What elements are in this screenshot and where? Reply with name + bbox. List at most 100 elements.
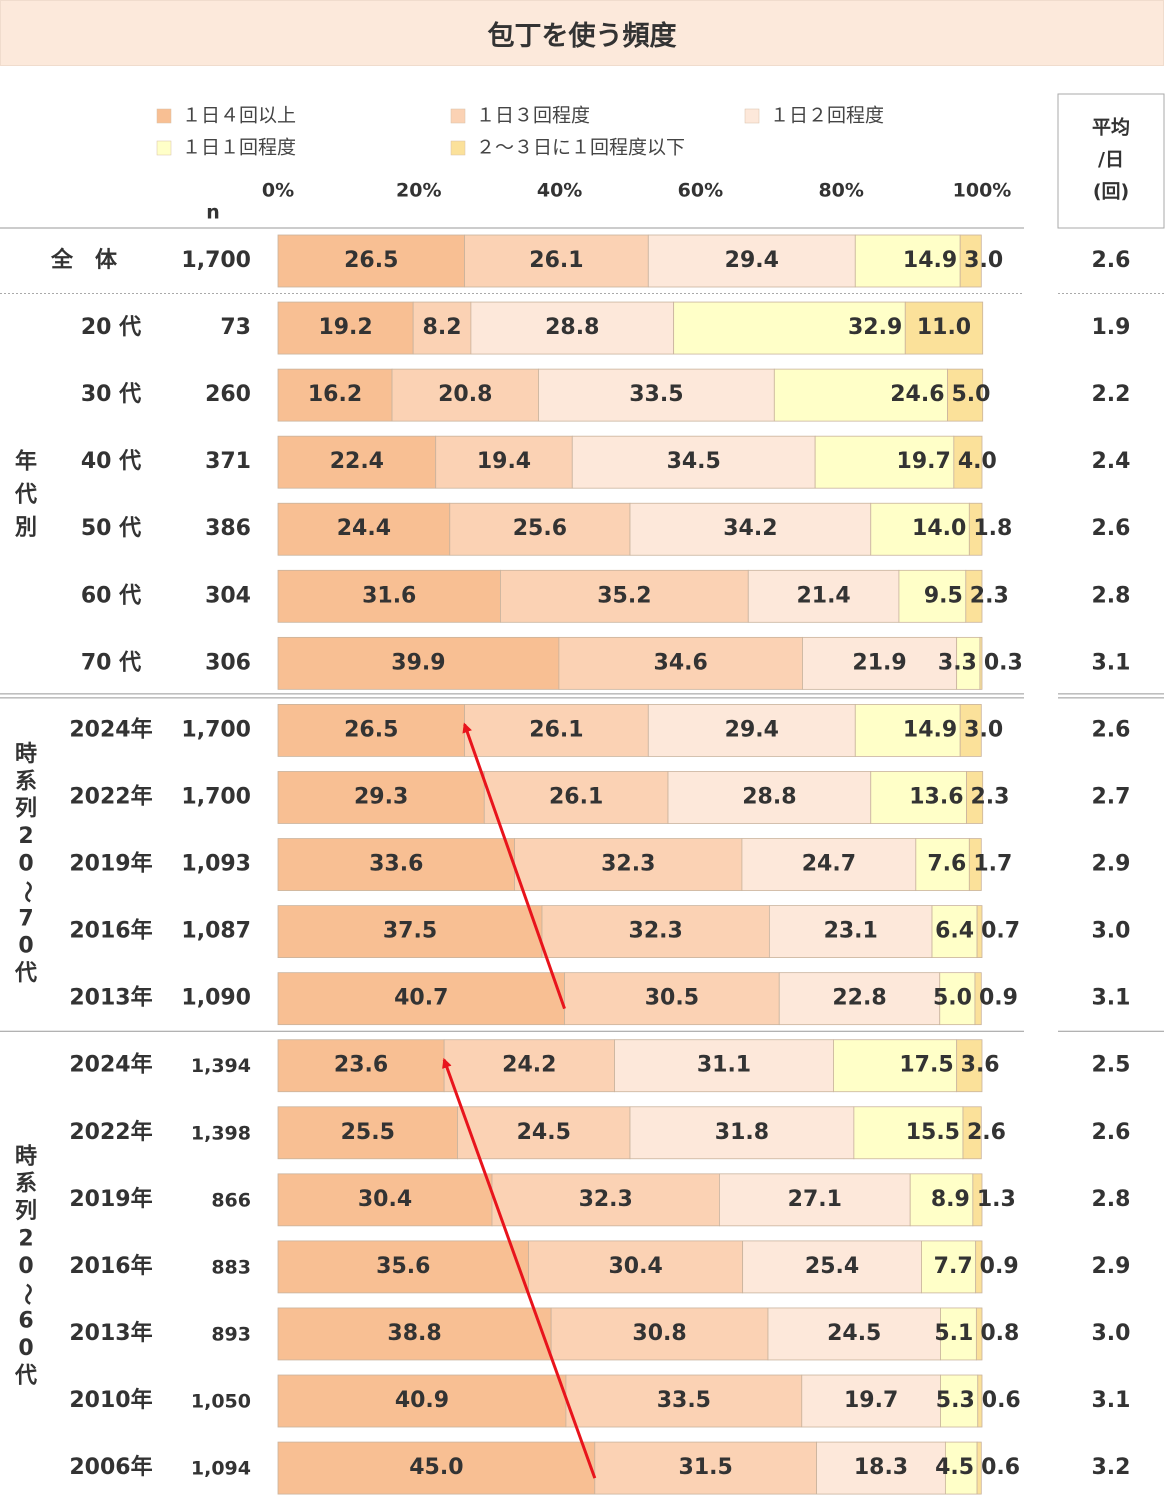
- legend-swatch: [744, 108, 760, 124]
- legend-label: １日４回以上: [182, 105, 296, 127]
- bar-segment: [778, 972, 941, 1026]
- bar-value-label: 26.5: [344, 248, 398, 273]
- chart-row: 2016年 883 35.6 30.4 25.4 7.7 0.9 2.9: [69, 1240, 1130, 1294]
- bar-value-label: 20.8: [438, 382, 492, 407]
- row-label: 2016年: [69, 1253, 152, 1279]
- bar-segment: [870, 502, 970, 556]
- legend-swatch: [450, 140, 466, 156]
- chart-row: 2022年 1,700 29.3 26.1 28.8 13.6 2.3 2.7: [69, 771, 1130, 824]
- row-label: 30 代: [81, 382, 141, 407]
- bar-value-label: 26.1: [529, 717, 583, 742]
- row-n: 1,398: [191, 1122, 251, 1144]
- bar-value-label: 37.5: [383, 919, 437, 944]
- bar-value-label: 31.8: [715, 1120, 769, 1145]
- row-average: 2.6: [1092, 516, 1131, 541]
- group-label-char: 7: [18, 906, 33, 931]
- bar-value-label: 5.1: [934, 1321, 973, 1346]
- legend-label: ２～３日に１回程度以下: [476, 137, 685, 159]
- bar-value-label: 25.4: [805, 1254, 859, 1279]
- bar-segment: [801, 1374, 941, 1428]
- row-average: 2.8: [1092, 1187, 1131, 1212]
- bar-segment: [538, 368, 775, 422]
- bar-segment: [277, 636, 560, 690]
- bar-value-label: 21.9: [852, 650, 906, 675]
- bar-segment: [979, 636, 983, 690]
- bar-value-label: 26.1: [529, 248, 583, 273]
- bar-segment: [854, 704, 961, 757]
- chart-row: 2013年 1,090 40.7 30.5 22.8 5.0 0.9 3.1: [69, 972, 1130, 1026]
- bar-value-label: 8.2: [423, 315, 462, 340]
- group-label-char: 0: [18, 852, 33, 877]
- bar-value-label: 30.4: [608, 1254, 662, 1279]
- bar-value-label: 45.0: [409, 1455, 463, 1480]
- bar-segment: [741, 838, 917, 891]
- bar-segment: [500, 569, 749, 623]
- group-label-char: 代: [14, 483, 37, 508]
- bar-value-label: 24.5: [517, 1120, 571, 1145]
- bar-value-label: 13.6: [909, 784, 963, 809]
- group-label: 年代別: [14, 449, 37, 541]
- bar-value-label: 23.1: [824, 919, 878, 944]
- bar-value-label: 0.3: [984, 650, 1023, 675]
- bar-value-label: 17.5: [899, 1053, 953, 1078]
- row-label: 2006年: [69, 1454, 152, 1480]
- group-label-char: 2: [18, 1227, 33, 1252]
- bar-value-label: 9.5: [924, 583, 963, 608]
- bar-segment: [833, 1039, 958, 1093]
- bar-value-label: 31.1: [697, 1053, 751, 1078]
- bar-value-label: 5.3: [936, 1388, 975, 1413]
- n-header: n: [206, 202, 220, 224]
- bar-segment: [968, 502, 983, 556]
- bar-value-label: 26.1: [549, 784, 603, 809]
- bar-segment: [975, 1307, 983, 1361]
- bar-segment: [968, 838, 982, 891]
- bar-segment: [277, 838, 515, 891]
- row-average: 2.5: [1092, 1053, 1131, 1078]
- bar-segment: [956, 1039, 983, 1093]
- row-label: 2022年: [69, 1119, 152, 1145]
- x-tick-label: 80%: [818, 180, 863, 202]
- row-n: 371: [205, 449, 251, 474]
- row-label: 2022年: [69, 783, 152, 809]
- chart-row: 20 代 73 19.2 8.2 28.8 32.9 11.0 1.9: [81, 301, 1131, 355]
- row-label: 60 代: [81, 583, 141, 608]
- bar-segment: [277, 1374, 567, 1428]
- bar-segment: [977, 1374, 983, 1428]
- group-label-char: 年: [15, 449, 37, 475]
- chart-row: 2019年 1,093 33.6 32.3 24.7 7.6 1.7 2.9: [69, 838, 1130, 891]
- chart-row: 全 体 1,700 26.5 26.1 29.4 14.9 3.0 2.6: [50, 234, 1130, 288]
- row-average: 1.9: [1092, 315, 1131, 340]
- bar-segment: [909, 1173, 974, 1227]
- row-n: 1,087: [181, 919, 251, 944]
- bar-value-label: 32.3: [579, 1187, 633, 1212]
- bar-segment: [412, 301, 472, 355]
- bar-value-label: 2.6: [967, 1120, 1006, 1145]
- row-n: 866: [211, 1189, 251, 1211]
- group-label-char: 時: [15, 742, 37, 767]
- bar-value-label: 26.5: [344, 717, 398, 742]
- bar-value-label: 5.0: [952, 382, 991, 407]
- bar-value-label: 1.8: [973, 516, 1012, 541]
- bar-value-label: 2.3: [971, 784, 1010, 809]
- chart-row: 2013年 893 38.8 30.8 24.5 5.1 0.8 3.0: [69, 1307, 1130, 1361]
- bar-value-label: 5.0: [933, 986, 972, 1011]
- bar-value-label: 7.6: [927, 852, 966, 877]
- bar-value-label: 19.7: [844, 1388, 898, 1413]
- group-label-char: 列: [15, 1199, 37, 1224]
- row-n: 1,394: [191, 1055, 251, 1077]
- bar-segment: [528, 1240, 744, 1294]
- bar-value-label: 3.0: [964, 717, 1003, 742]
- row-n: 386: [205, 516, 251, 541]
- x-tick-label: 100%: [953, 180, 1012, 202]
- row-n: 893: [211, 1323, 251, 1345]
- bar-segment: [953, 435, 983, 489]
- bar-value-label: 35.6: [376, 1254, 430, 1279]
- bar-value-label: 1.7: [973, 852, 1012, 877]
- row-n: 306: [205, 650, 251, 675]
- avg-header-label: (回): [1093, 181, 1129, 203]
- row-label: 2013年: [69, 985, 152, 1011]
- bar-segment: [673, 301, 906, 355]
- bar-segment: [614, 1039, 834, 1093]
- bar-value-label: 0.9: [979, 986, 1018, 1011]
